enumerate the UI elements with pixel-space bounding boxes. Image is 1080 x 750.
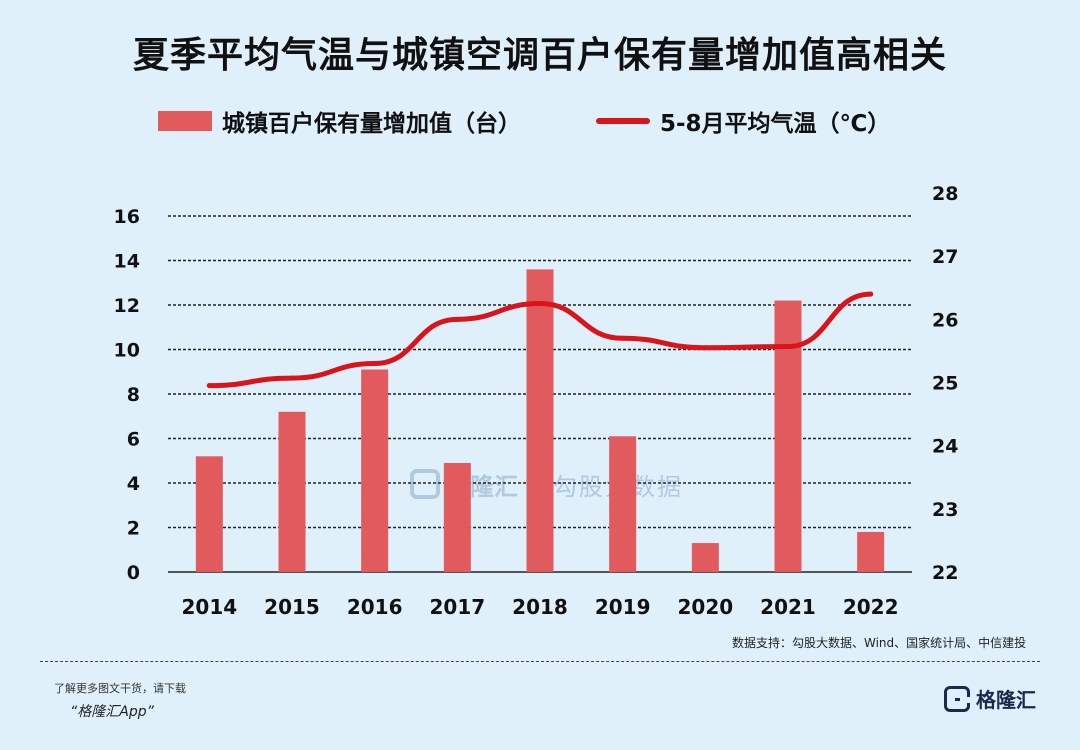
y-left-tick-label: 14 <box>114 251 140 273</box>
legend-item-line: 5-8月平均气温（℃） <box>596 104 890 138</box>
data-source: 数据支持：勾股大数据、Wind、国家统计局、中信建投 <box>732 636 1027 650</box>
line-point <box>785 343 791 349</box>
brand-name: 格隆汇 <box>976 688 1036 712</box>
line-point <box>206 383 212 389</box>
x-tick-label: 2020 <box>677 595 733 619</box>
bar <box>857 531 885 572</box>
line-point <box>620 335 626 341</box>
brand-logo: 格隆汇 <box>944 684 1036 713</box>
legend-line-label: 5-8月平均气温（℃） <box>660 111 891 137</box>
x-tick-label: 2021 <box>760 595 816 619</box>
y-left-tick-label: 2 <box>127 518 140 540</box>
bar <box>609 436 637 572</box>
bar <box>361 369 389 572</box>
y-right-tick-label: 23 <box>932 499 958 521</box>
y-left-tick-label: 10 <box>114 340 140 362</box>
legend-line-swatch <box>596 118 650 124</box>
line-point <box>289 375 295 381</box>
legend: 城镇百户保有量增加值（台） 5-8月平均气温（℃） <box>0 104 1080 144</box>
line-point <box>454 316 460 322</box>
watermark-logo-icon <box>410 469 440 499</box>
y-right-tick-label: 27 <box>932 246 958 268</box>
y-left-tick-label: 4 <box>127 473 140 495</box>
y-left-tick-label: 12 <box>114 295 140 317</box>
x-tick-label: 2018 <box>512 595 568 619</box>
line-point <box>537 301 543 307</box>
y-right-tick-label: 28 <box>932 183 958 205</box>
line-point <box>702 345 708 351</box>
x-tick-label: 2016 <box>347 595 403 619</box>
footer-app-name: “格隆汇App” <box>70 704 154 720</box>
legend-bar-swatch <box>158 111 212 131</box>
y-right-tick-label: 24 <box>932 436 958 458</box>
footer-tip: 了解更多图文干货，请下载 <box>54 682 186 695</box>
legend-item-bars: 城镇百户保有量增加值（台） <box>158 104 521 138</box>
brand-logo-icon <box>944 685 970 712</box>
y-right-tick-label: 25 <box>932 373 958 395</box>
x-tick-label: 2014 <box>181 595 237 619</box>
legend-bar-label: 城镇百户保有量增加值（台） <box>222 111 521 137</box>
x-tick-label: 2017 <box>429 595 485 619</box>
y-right-tick-label: 22 <box>932 562 958 584</box>
line-point <box>372 361 378 367</box>
bar <box>774 300 802 572</box>
x-tick-label: 2019 <box>595 595 651 619</box>
y-left-tick-label: 8 <box>127 384 140 406</box>
footer-divider <box>40 661 1040 662</box>
x-tick-label: 2015 <box>264 595 320 619</box>
x-tick-label: 2022 <box>843 595 899 619</box>
bar <box>443 462 471 572</box>
y-right-tick-label: 26 <box>932 309 958 331</box>
y-left-tick-label: 0 <box>127 562 140 584</box>
bar <box>278 411 306 572</box>
y-left-tick-label: 16 <box>114 206 140 228</box>
chart-title: 夏季平均气温与城镇空调百户保有量增加值高相关 <box>132 35 947 76</box>
bar <box>195 456 223 572</box>
bar <box>691 543 719 572</box>
bar <box>526 269 554 572</box>
line-point <box>868 291 874 297</box>
y-left-tick-label: 6 <box>127 429 140 451</box>
